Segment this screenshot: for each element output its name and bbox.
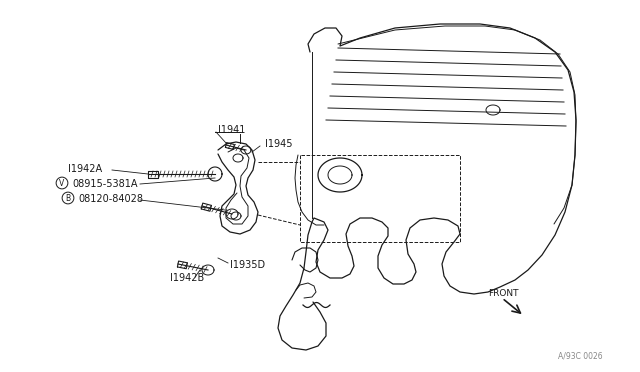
Text: I1942A: I1942A [68,164,102,174]
Text: A/93C 0026: A/93C 0026 [558,352,603,360]
Text: I1935D: I1935D [230,260,265,270]
Text: I1942B: I1942B [170,273,204,283]
Text: I1945: I1945 [265,139,292,149]
Text: 08915-5381A: 08915-5381A [72,179,138,189]
Text: B: B [65,193,70,202]
Text: I1941: I1941 [218,125,245,135]
Text: 08120-84028: 08120-84028 [78,194,143,204]
Text: V: V [60,179,65,187]
Text: FRONT: FRONT [488,289,518,298]
